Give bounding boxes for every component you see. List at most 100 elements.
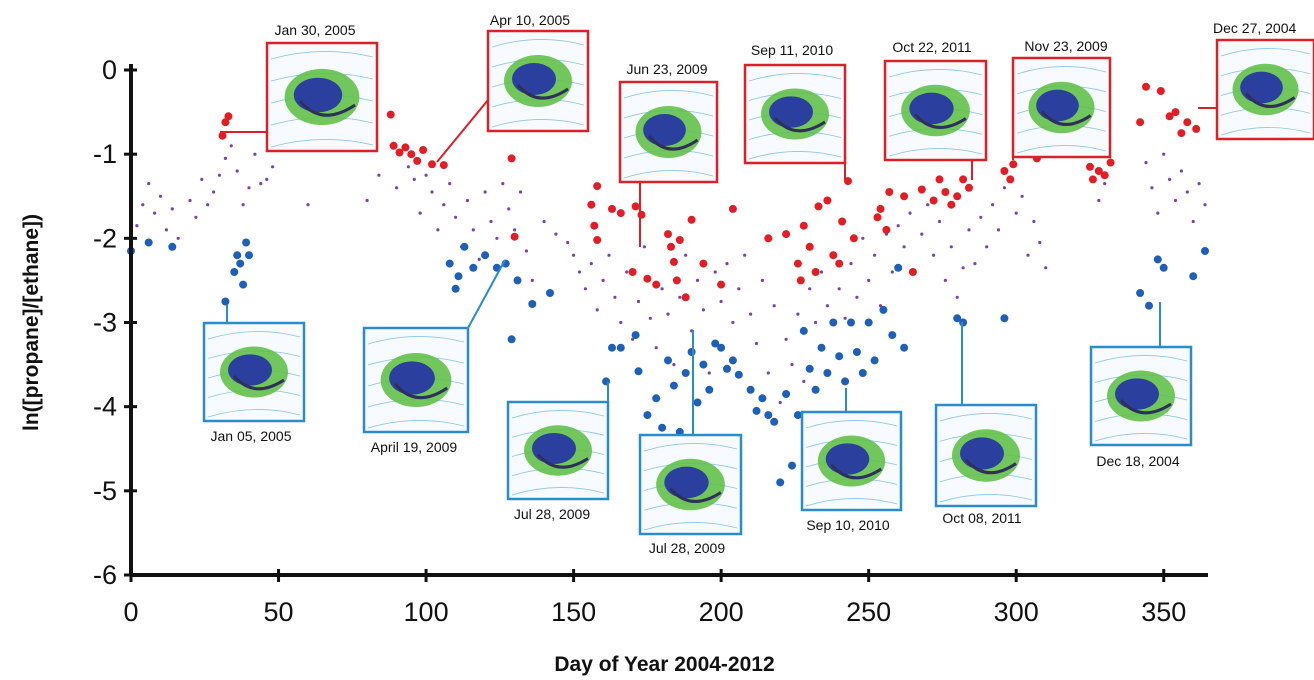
purple-point	[436, 228, 440, 232]
inset-date-label: Sep 10, 2010	[806, 517, 890, 533]
red-point	[1088, 175, 1097, 184]
inset-map-line	[491, 119, 585, 128]
blue-point	[669, 381, 678, 390]
purple-point	[926, 203, 930, 207]
inset-trajectory	[964, 458, 1017, 475]
inset-plume-inner	[228, 354, 272, 386]
red-point	[672, 276, 681, 285]
red-point	[652, 280, 661, 289]
red-point	[953, 192, 962, 201]
purple-point	[1002, 186, 1007, 190]
inset-map: Sep 10, 2010	[800, 388, 903, 533]
inset-trajectory	[830, 463, 883, 480]
purple-point	[365, 198, 369, 203]
blue-point	[782, 390, 791, 398]
red-point	[1000, 167, 1009, 175]
inset-map-line	[623, 90, 714, 99]
red-point	[917, 185, 926, 194]
y-tick-label: -2	[93, 223, 117, 253]
inset-date-label: Oct 22, 2011	[892, 39, 971, 55]
red-point	[873, 213, 882, 222]
purple-point	[778, 400, 782, 405]
red-point	[699, 259, 708, 268]
blue-point	[546, 289, 554, 297]
inset-trajectory	[298, 100, 356, 117]
blue-point	[894, 263, 903, 272]
purple-point	[554, 232, 558, 236]
purple-point	[1097, 198, 1101, 203]
blue-point	[858, 369, 867, 377]
inset-plume-inner	[1036, 89, 1079, 122]
blue-point	[728, 356, 737, 365]
purple-point	[955, 295, 959, 299]
purple-point	[1162, 152, 1166, 156]
purple-point	[867, 278, 871, 282]
red-point	[637, 210, 646, 219]
blue-point	[959, 318, 968, 327]
purple-point	[701, 308, 706, 312]
red-point	[1100, 171, 1109, 180]
purple-point	[719, 299, 723, 304]
purple-point	[920, 232, 924, 236]
blue-point	[770, 417, 779, 426]
inset-date-label: Jul 28, 2009	[514, 506, 590, 522]
inset-map-line	[511, 410, 605, 419]
purple-point	[306, 203, 310, 207]
red-point	[419, 146, 428, 154]
x-tick-label: 0	[123, 597, 138, 627]
red-point	[814, 202, 823, 211]
purple-point	[589, 262, 593, 266]
blue-point	[233, 251, 242, 260]
purple-point	[996, 228, 1001, 232]
inset-map-line	[1016, 145, 1107, 154]
inset-map-line	[207, 331, 301, 340]
purple-point	[1150, 186, 1154, 190]
x-tick-label: 300	[994, 597, 1039, 627]
purple-point	[513, 228, 517, 232]
red-point	[507, 154, 516, 163]
red-point	[587, 200, 596, 209]
red-point	[631, 202, 640, 211]
inset-plume-inner	[825, 443, 870, 475]
blue-point	[1136, 289, 1145, 297]
purple-point	[601, 278, 605, 282]
inset-map-line	[888, 148, 983, 157]
blue-point	[168, 242, 177, 251]
inset-map: Dec 18, 2004	[1089, 302, 1193, 469]
purple-point	[672, 363, 676, 367]
purple-point	[448, 182, 452, 186]
purple-point	[790, 363, 794, 367]
blue-point	[451, 284, 460, 293]
purple-point	[808, 287, 812, 291]
inset-map: Jan 05, 2005	[202, 305, 306, 444]
blue-point	[681, 369, 690, 377]
inset-frame	[202, 321, 306, 423]
blue-point	[805, 364, 814, 373]
inset-map-line	[1220, 127, 1311, 136]
inset-trajectory	[773, 116, 826, 133]
inset-map: Nov 23, 2009	[1011, 38, 1112, 160]
blue-point	[879, 305, 888, 314]
red-point	[764, 234, 773, 243]
red-point	[643, 274, 652, 283]
red-point	[882, 225, 891, 234]
red-point	[669, 257, 678, 266]
red-point	[1192, 124, 1201, 133]
purple-point	[200, 177, 204, 181]
purple-point	[241, 203, 245, 207]
red-point	[885, 188, 894, 196]
red-point	[908, 268, 917, 276]
inset-trajectory	[669, 487, 722, 503]
purple-point	[855, 295, 859, 299]
inset-map-line	[805, 498, 898, 507]
inset-trajectory	[1040, 110, 1092, 126]
purple-point	[890, 270, 894, 274]
purple-point	[967, 228, 971, 232]
y-axis-title: ln([propane]/[ethane])	[20, 214, 43, 431]
purple-point	[442, 203, 446, 207]
inset-plume-inner	[389, 361, 435, 395]
inset-map-line	[511, 487, 605, 496]
red-point	[590, 221, 599, 230]
red-point	[1006, 175, 1015, 184]
purple-point	[1020, 194, 1024, 198]
